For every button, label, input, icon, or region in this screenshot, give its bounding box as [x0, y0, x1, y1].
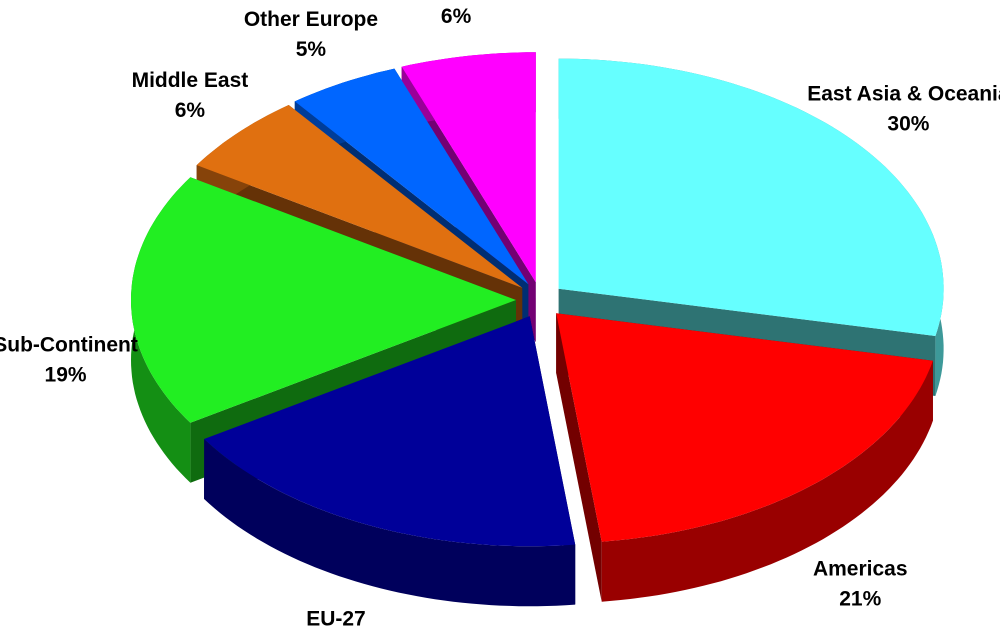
slice-value-label: 5%: [296, 38, 327, 61]
slice-side: [204, 439, 576, 607]
pie-slice: [556, 313, 933, 542]
pie-slice: [204, 316, 576, 547]
slice-label: Americas: [813, 557, 908, 580]
slice-value-label: 30%: [887, 113, 929, 136]
slice-label: Sub-Continent: [0, 334, 138, 357]
slice-value-label: 21%: [839, 587, 881, 610]
slice-tops: [131, 52, 944, 547]
pie-slice: [131, 177, 516, 423]
slice-label: Middle East: [132, 69, 249, 92]
pie-slice: [196, 105, 523, 288]
pie-slice: [558, 58, 944, 336]
slice-value-label: 19%: [45, 364, 87, 387]
slice-label: East Asia & Oceania: [807, 83, 1000, 106]
slice-label: Other Europe: [244, 8, 378, 31]
slice-side: [556, 313, 602, 602]
slice-value-label: 6%: [175, 99, 206, 122]
slice-label: EU-27: [306, 607, 366, 630]
slice-side: [601, 360, 933, 602]
pie-slice: [294, 68, 529, 285]
slice-value-label: 6%: [441, 5, 472, 28]
pie-slice: [401, 52, 536, 283]
